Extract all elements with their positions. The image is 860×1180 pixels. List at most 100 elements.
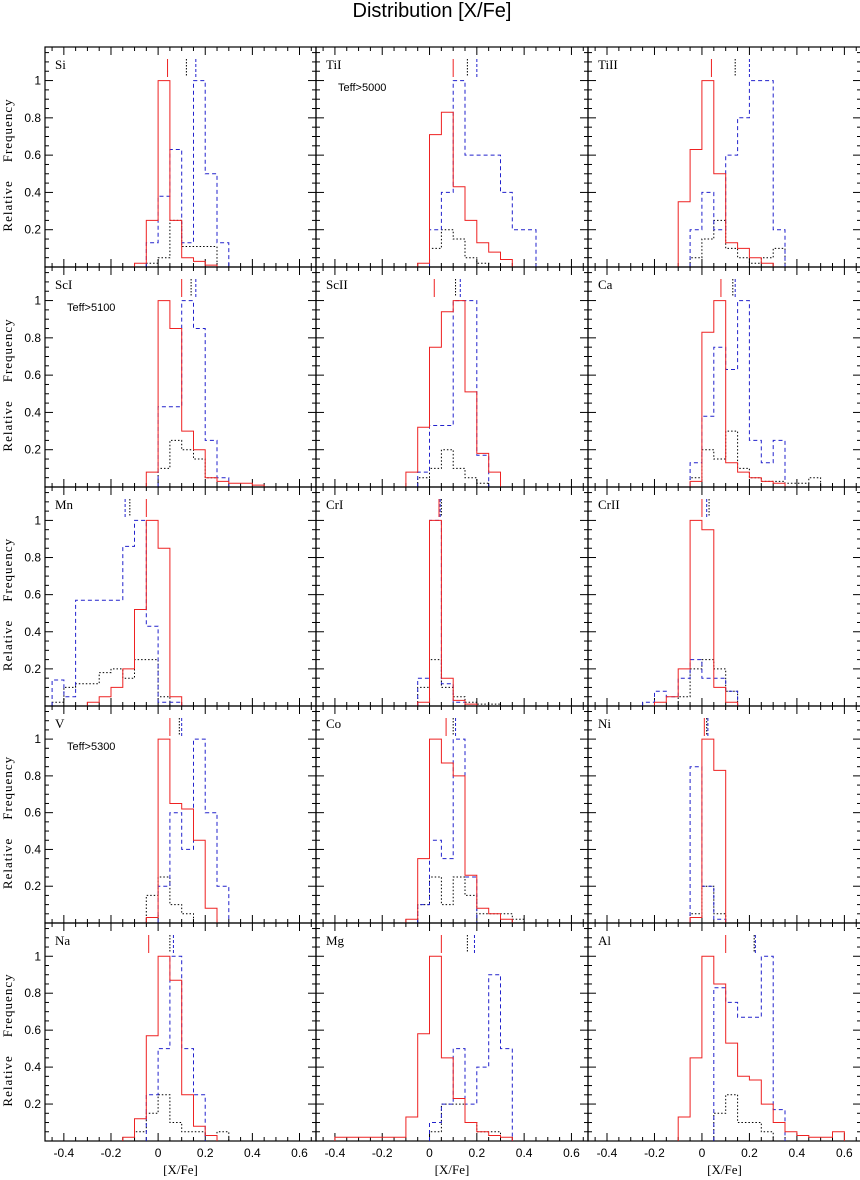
histogram-blue bbox=[429, 974, 513, 1141]
y-tick-label: 0.2 bbox=[24, 1097, 41, 1111]
histogram-blue bbox=[689, 300, 786, 487]
x-tick-label: -0.4 bbox=[54, 1146, 75, 1160]
histogram-black bbox=[145, 219, 218, 267]
panel-mg: -0.4 -0.2 0 0.2 0.4 0.6 Mg bbox=[315, 922, 589, 1160]
x-tick-label: 0.2 bbox=[468, 1146, 485, 1160]
panel-element-label: Al bbox=[598, 933, 611, 948]
y-tick-label: 1 bbox=[34, 949, 41, 963]
x-axis-label: [X/Fe] bbox=[707, 1162, 742, 1177]
panel-na: 0.2 0.4 0.6 0.8 1 -0.4 -0.2 0 0.2 0.4 0.6 Na bbox=[24, 922, 317, 1160]
y-axis-label-word: Relative bbox=[0, 1055, 15, 1106]
panel-element-label: Mn bbox=[55, 497, 74, 512]
y-tick-label: 0.2 bbox=[24, 879, 41, 893]
histogram-black bbox=[417, 876, 525, 923]
y-tick-label: 0.4 bbox=[24, 1060, 41, 1074]
y-tick-label: 0.8 bbox=[24, 769, 41, 783]
histogram-red bbox=[417, 111, 513, 267]
y-tick-label: 0.6 bbox=[24, 1023, 41, 1037]
histogram-red bbox=[689, 300, 786, 487]
histogram-red bbox=[677, 80, 774, 267]
histogram-blue bbox=[157, 738, 230, 923]
x-tick-label: -0.2 bbox=[644, 1146, 665, 1160]
panel-element-label: Mg bbox=[326, 933, 345, 948]
panel-element-label: Ca bbox=[598, 277, 613, 292]
panel-frame bbox=[587, 486, 860, 707]
panel-ca: Ca bbox=[587, 266, 860, 488]
figure-title: Distribution [X/Fe] bbox=[353, 0, 512, 22]
histogram-blue bbox=[145, 955, 206, 1141]
histogram-black bbox=[51, 659, 171, 706]
histogram-red bbox=[405, 738, 513, 923]
x-tick-label: -0.4 bbox=[325, 1146, 346, 1160]
panel-tiii: TiII bbox=[587, 46, 860, 268]
x-tick-label: -0.2 bbox=[101, 1146, 122, 1160]
y-tick-label: 0.4 bbox=[24, 842, 41, 856]
histogram-black bbox=[713, 1094, 774, 1141]
histogram-blue bbox=[51, 519, 183, 706]
panel-frame bbox=[587, 705, 860, 924]
panel-si: 0.2 0.4 0.6 0.8 1 Si bbox=[24, 46, 317, 268]
histogram-red bbox=[334, 955, 513, 1141]
histogram-black bbox=[677, 659, 739, 706]
panel-grid: 0.2 0.4 0.6 0.8 1 Si TiI Teff>5000 TiII 0.2 0.4 0.6… bbox=[24, 46, 860, 1160]
panel-frame bbox=[587, 46, 860, 268]
x-tick-label: 0 bbox=[155, 1146, 162, 1160]
histogram-red bbox=[417, 519, 478, 706]
panel-ni: Ni bbox=[587, 705, 860, 924]
histogram-blue bbox=[689, 766, 727, 923]
y-axis-label-word: Frequency bbox=[0, 318, 15, 382]
y-axis-label-word: Frequency bbox=[0, 973, 15, 1037]
x-tick-label: 0.6 bbox=[291, 1146, 308, 1160]
panel-co: Co bbox=[315, 705, 589, 924]
y-axis-label: Relative Frequency bbox=[0, 538, 15, 671]
x-tick-label: -0.4 bbox=[597, 1146, 618, 1160]
y-axis-label-word: Frequency bbox=[0, 538, 15, 602]
y-axis-label: Relative Frequency bbox=[0, 973, 15, 1106]
panel-element-label: Ni bbox=[598, 716, 611, 731]
x-axis-label: [X/Fe] bbox=[163, 1162, 198, 1177]
y-tick-label: 1 bbox=[34, 294, 41, 308]
y-tick-label: 0.8 bbox=[24, 331, 41, 345]
panel-crii: CrII bbox=[587, 486, 860, 707]
panel-mn: 0.2 0.4 0.6 0.8 1 Mn bbox=[24, 486, 317, 707]
panel-element-label: TiII bbox=[598, 57, 618, 72]
x-axis-label: [X/Fe] bbox=[435, 1162, 470, 1177]
y-tick-label: 0.2 bbox=[24, 223, 41, 237]
y-axis-label-word: Frequency bbox=[0, 98, 15, 162]
y-tick-label: 0.2 bbox=[24, 443, 41, 457]
y-tick-label: 0.6 bbox=[24, 588, 41, 602]
panel-frame bbox=[44, 486, 317, 707]
y-tick-label: 1 bbox=[34, 513, 41, 527]
panel-frame bbox=[315, 922, 589, 1142]
histogram-blue bbox=[417, 300, 490, 487]
panel-element-label: Na bbox=[55, 933, 70, 948]
y-axis-label: Relative Frequency bbox=[0, 98, 15, 231]
y-tick-label: 0.6 bbox=[24, 806, 41, 820]
panel-sci: 0.2 0.4 0.6 0.8 1 ScI Teff>5100 bbox=[24, 266, 317, 488]
histogram-red bbox=[689, 738, 727, 923]
panel-element-label: CrII bbox=[598, 497, 620, 512]
panel-element-label: Si bbox=[55, 57, 66, 72]
panel-frame bbox=[44, 46, 317, 268]
panel-element-label: Co bbox=[326, 716, 341, 731]
panel-frame bbox=[315, 266, 589, 488]
y-axis-label-word: Relative bbox=[0, 620, 15, 671]
x-tick-label: 0.6 bbox=[836, 1146, 853, 1160]
y-tick-label: 0.4 bbox=[24, 185, 41, 199]
x-axis-labels: [X/Fe] [X/Fe] [X/Fe] bbox=[163, 1162, 742, 1177]
histogram-red bbox=[122, 955, 218, 1141]
x-tick-label: 0 bbox=[699, 1146, 706, 1160]
x-tick-label: 0.6 bbox=[563, 1146, 580, 1160]
y-tick-label: 0.8 bbox=[24, 986, 41, 1000]
histogram-red bbox=[145, 300, 265, 487]
y-tick-label: 0.2 bbox=[24, 662, 41, 676]
y-axis-label-word: Relative bbox=[0, 400, 15, 451]
y-tick-label: 0.4 bbox=[24, 405, 41, 419]
panel-frame bbox=[44, 705, 317, 924]
histogram-black bbox=[417, 659, 501, 706]
y-tick-label: 0.4 bbox=[24, 625, 41, 639]
histogram-blue bbox=[145, 80, 230, 267]
x-tick-label: -0.2 bbox=[372, 1146, 393, 1160]
panel-element-label: TiI bbox=[326, 57, 341, 72]
